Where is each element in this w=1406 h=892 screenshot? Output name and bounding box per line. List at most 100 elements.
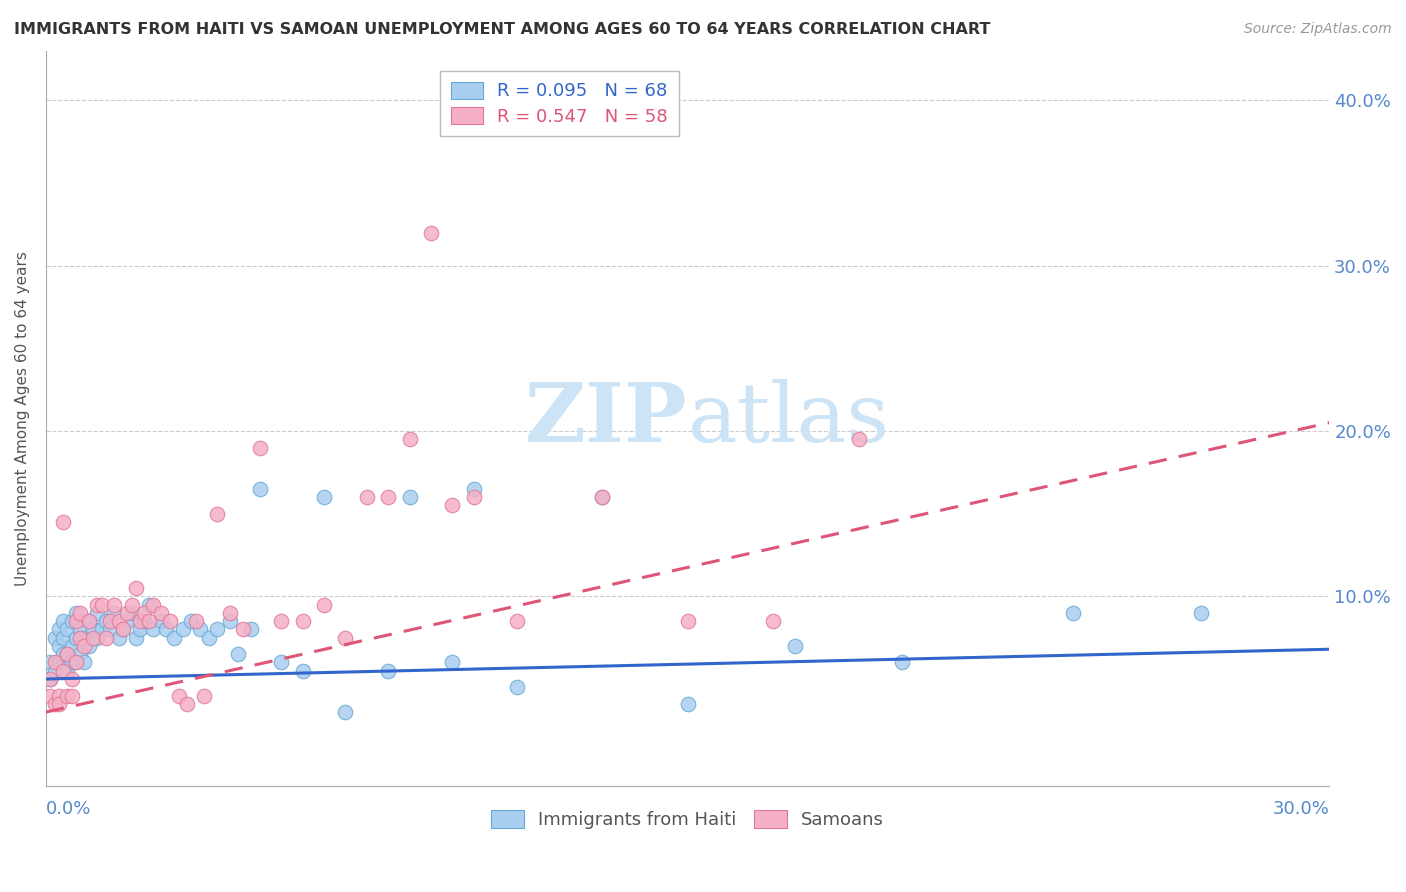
Point xyxy=(56,647,79,661)
Point xyxy=(82,623,104,637)
Point xyxy=(505,614,527,628)
Point xyxy=(86,598,108,612)
Point xyxy=(121,606,143,620)
Point xyxy=(150,606,173,620)
Point xyxy=(98,614,121,628)
Point xyxy=(60,614,83,628)
Point xyxy=(103,606,125,620)
Point xyxy=(163,631,186,645)
Point xyxy=(219,606,242,620)
Point xyxy=(56,689,79,703)
Point xyxy=(65,631,87,645)
Point xyxy=(441,499,464,513)
Point xyxy=(52,614,75,628)
Point xyxy=(44,656,66,670)
Point xyxy=(1062,606,1084,620)
Point xyxy=(463,490,485,504)
Point xyxy=(48,656,70,670)
Text: Source: ZipAtlas.com: Source: ZipAtlas.com xyxy=(1244,22,1392,37)
Point xyxy=(270,656,292,670)
Point xyxy=(193,689,215,703)
Point xyxy=(39,672,62,686)
Point xyxy=(69,623,91,637)
Point xyxy=(90,623,112,637)
Point xyxy=(420,226,443,240)
Point xyxy=(73,639,96,653)
Point xyxy=(65,656,87,670)
Point xyxy=(134,606,156,620)
Point xyxy=(56,647,79,661)
Point xyxy=(39,689,62,703)
Point xyxy=(73,631,96,645)
Point xyxy=(377,490,399,504)
Point xyxy=(117,606,139,620)
Point xyxy=(44,664,66,678)
Point xyxy=(111,623,134,637)
Point xyxy=(129,614,152,628)
Point xyxy=(172,623,194,637)
Point xyxy=(48,697,70,711)
Point xyxy=(134,614,156,628)
Point xyxy=(98,623,121,637)
Point xyxy=(142,623,165,637)
Point xyxy=(205,507,228,521)
Point xyxy=(65,656,87,670)
Point xyxy=(86,631,108,645)
Point xyxy=(159,614,181,628)
Point xyxy=(69,647,91,661)
Point xyxy=(312,490,335,504)
Point xyxy=(60,656,83,670)
Point xyxy=(65,614,87,628)
Point xyxy=(52,515,75,529)
Point xyxy=(77,614,100,628)
Point xyxy=(240,623,263,637)
Point xyxy=(762,614,785,628)
Point xyxy=(441,656,464,670)
Point xyxy=(73,656,96,670)
Point xyxy=(77,614,100,628)
Point xyxy=(103,598,125,612)
Point xyxy=(121,598,143,612)
Point xyxy=(219,614,242,628)
Point xyxy=(138,598,160,612)
Point xyxy=(56,664,79,678)
Point xyxy=(291,614,314,628)
Point xyxy=(117,614,139,628)
Point xyxy=(783,639,806,653)
Point xyxy=(197,631,219,645)
Point xyxy=(335,631,357,645)
Point xyxy=(69,606,91,620)
Point xyxy=(94,631,117,645)
Point xyxy=(52,664,75,678)
Point xyxy=(205,623,228,637)
Point xyxy=(82,631,104,645)
Point xyxy=(77,639,100,653)
Point xyxy=(676,697,699,711)
Point xyxy=(60,672,83,686)
Point xyxy=(270,614,292,628)
Point xyxy=(398,490,420,504)
Point xyxy=(184,614,207,628)
Legend: Immigrants from Haiti, Samoans: Immigrants from Haiti, Samoans xyxy=(484,803,891,837)
Point xyxy=(312,598,335,612)
Point xyxy=(48,623,70,637)
Point xyxy=(60,639,83,653)
Point xyxy=(228,647,250,661)
Point xyxy=(125,631,148,645)
Point xyxy=(188,623,211,637)
Point xyxy=(591,490,613,504)
Point xyxy=(48,689,70,703)
Point xyxy=(39,656,62,670)
Point xyxy=(1189,606,1212,620)
Point xyxy=(291,664,314,678)
Point xyxy=(150,614,173,628)
Point xyxy=(155,623,177,637)
Point xyxy=(249,441,271,455)
Point xyxy=(90,598,112,612)
Point xyxy=(65,606,87,620)
Point xyxy=(69,631,91,645)
Point xyxy=(107,614,129,628)
Point xyxy=(39,672,62,686)
Point xyxy=(60,689,83,703)
Point xyxy=(249,482,271,496)
